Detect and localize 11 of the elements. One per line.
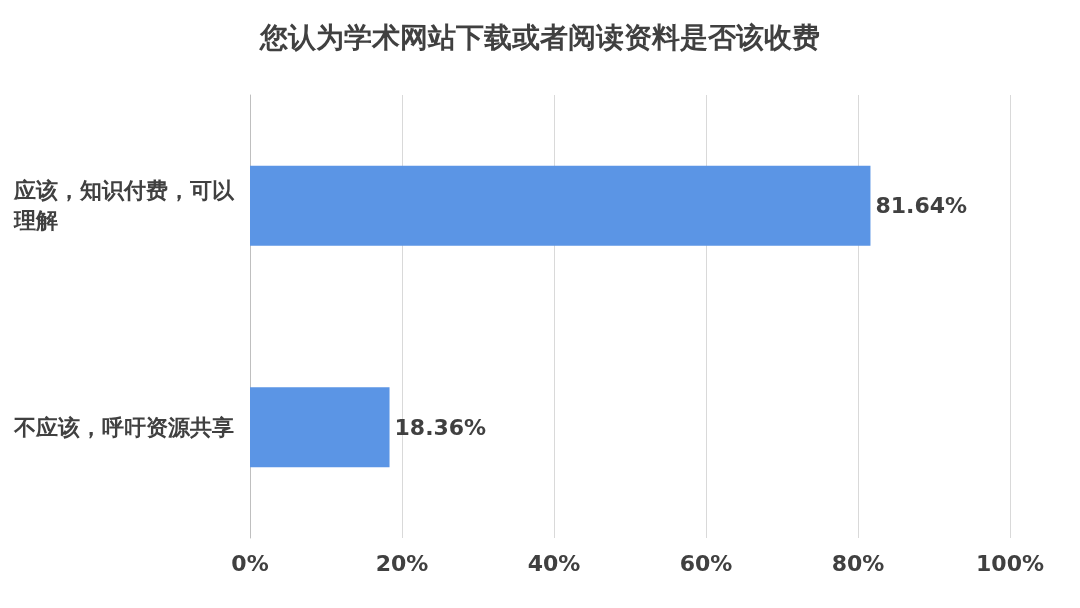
data-label: 18.36% — [394, 414, 487, 440]
x-tick-label: 40% — [527, 550, 581, 576]
y-tick-label: 应该，知识付费，可以理解 — [13, 178, 235, 234]
x-tick-label: 80% — [831, 550, 885, 576]
x-tick-label: 60% — [679, 550, 733, 576]
y-tick-label: 不应该，呼吁资源共享 — [13, 414, 234, 440]
x-tick-label: 0% — [231, 550, 269, 576]
data-label: 81.64% — [875, 193, 968, 219]
x-tick-label: 100% — [976, 550, 1044, 576]
x-tick-label: 20% — [375, 550, 429, 576]
chart-title: 您认为学术网站下载或者阅读资料是否该收费 — [259, 20, 820, 54]
